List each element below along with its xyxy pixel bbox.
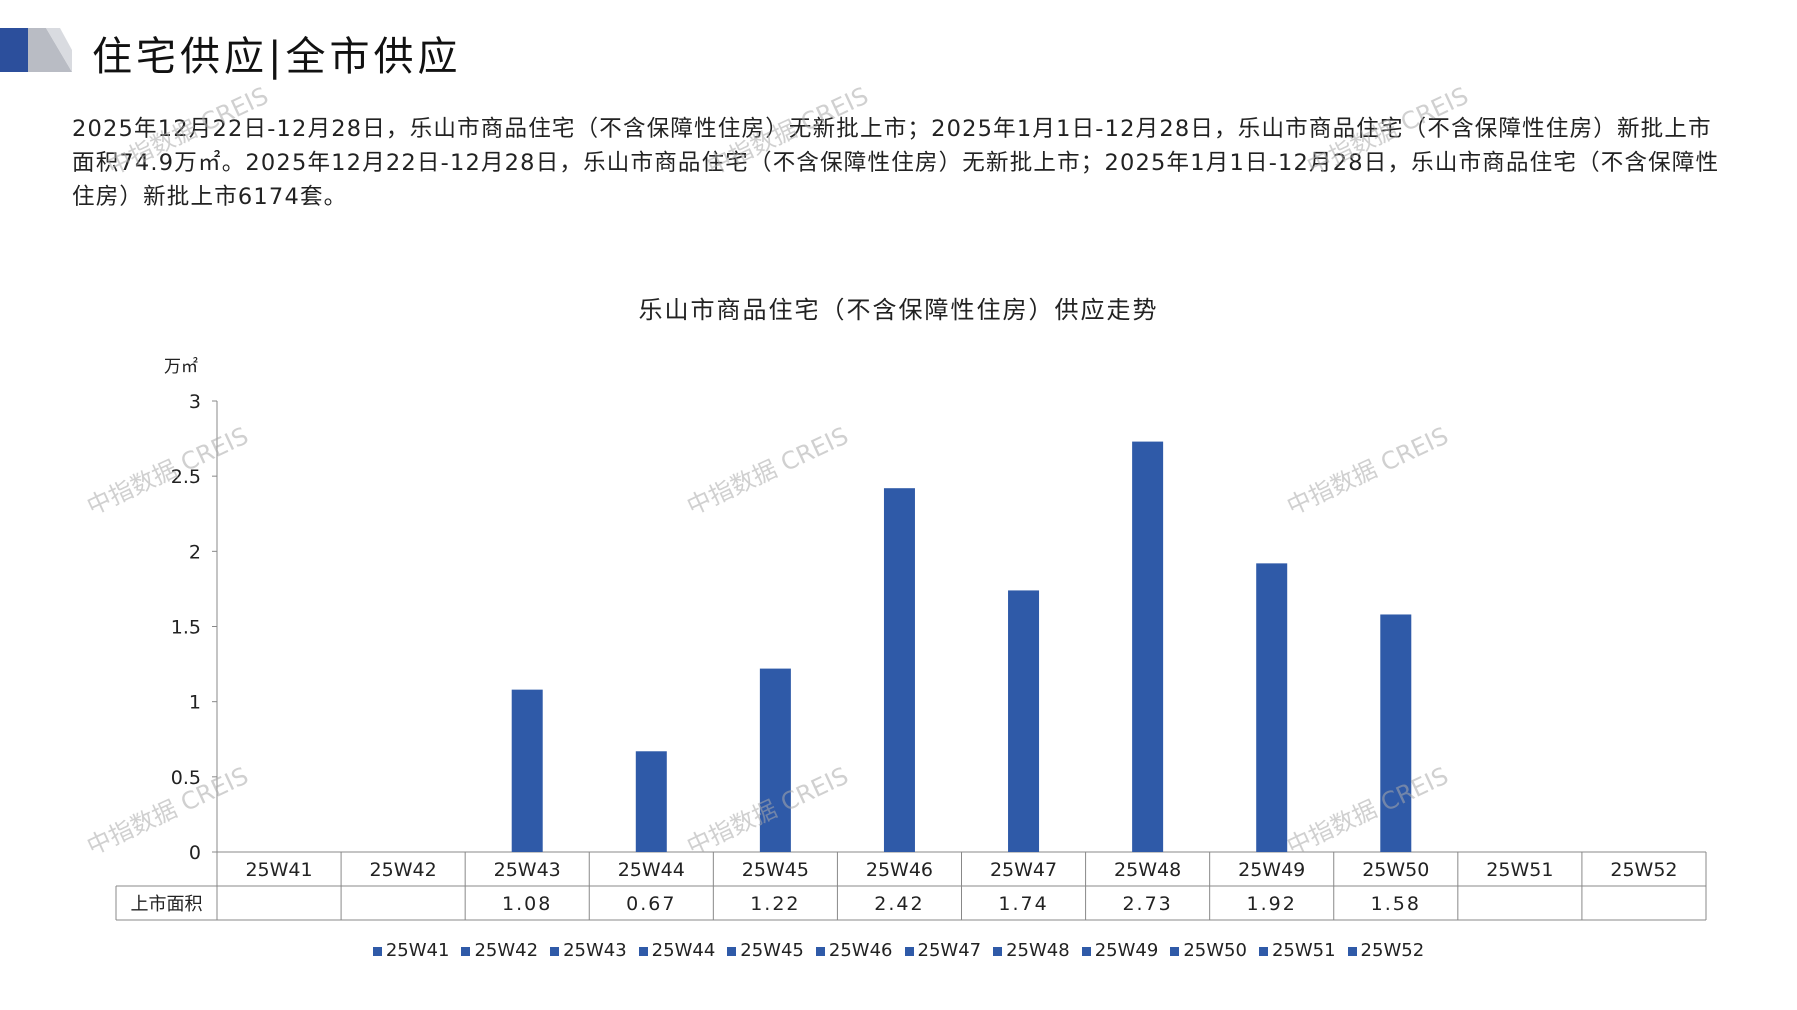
- bar: [635, 751, 667, 852]
- table-value: 2.73: [1122, 893, 1172, 915]
- x-category-label: 25W45: [742, 859, 809, 881]
- legend-swatch: [904, 946, 914, 956]
- bar: [759, 668, 791, 852]
- legend-item: 25W49: [1081, 940, 1159, 961]
- table-value: 1.92: [1247, 893, 1297, 915]
- x-category-label: 25W43: [494, 859, 561, 881]
- legend-item: 25W42: [461, 940, 538, 961]
- legend-item: 25W45: [727, 940, 804, 961]
- legend-label: 25W41: [385, 940, 450, 961]
- y-tick-label: 1.5: [171, 617, 201, 639]
- table-value: 2.42: [874, 893, 924, 915]
- legend-swatch: [1081, 946, 1091, 956]
- y-axis-unit: 万㎡: [164, 357, 198, 377]
- table-value: 1.58: [1371, 893, 1421, 915]
- bar: [1256, 563, 1288, 852]
- legend-item: 25W41: [372, 940, 450, 961]
- x-category-label: 25W48: [1114, 859, 1181, 881]
- legend-swatch: [372, 946, 382, 956]
- x-category-label: 25W44: [618, 859, 685, 881]
- legend-label: 25W52: [1360, 940, 1425, 961]
- legend-swatch: [1170, 946, 1180, 956]
- legend-item: 25W48: [993, 940, 1070, 961]
- x-category-label: 25W52: [1610, 859, 1677, 881]
- header-decoration-icon: [0, 28, 72, 72]
- page-title: 住宅供应|全市供应: [92, 34, 462, 80]
- legend-item: 25W47: [904, 940, 982, 961]
- x-category-label: 25W41: [245, 859, 312, 881]
- table-value: 1.22: [750, 893, 800, 915]
- table-value: 0.67: [626, 893, 676, 915]
- legend-item: 25W44: [638, 940, 716, 961]
- x-category-label: 25W47: [990, 859, 1057, 881]
- legend-label: 25W48: [1006, 940, 1070, 961]
- table-value: 1.08: [502, 893, 552, 915]
- y-tick-label: 3: [189, 391, 201, 413]
- bar: [1008, 590, 1040, 852]
- legend-label: 25W46: [828, 940, 893, 961]
- bar: [1132, 441, 1164, 852]
- bar: [883, 488, 915, 852]
- legend-swatch: [1258, 946, 1268, 956]
- legend-label: 25W49: [1094, 940, 1159, 961]
- legend-item: 25W50: [1170, 940, 1247, 961]
- legend-swatch: [550, 946, 560, 956]
- legend-label: 25W51: [1271, 940, 1336, 961]
- y-tick-label: 2.5: [171, 466, 201, 488]
- chart-legend: 25W41 25W42 25W43 25W44 25W45 25W46 25W47 25W48…: [0, 940, 1797, 961]
- summary-text: 2025年12月22日-12月28日，乐山市商品住宅（不含保障性住房）无新批上市…: [72, 116, 1720, 210]
- table-value: 1.74: [998, 893, 1048, 915]
- bar: [511, 689, 543, 852]
- legend-swatch: [727, 946, 737, 956]
- legend-item: 25W46: [815, 940, 893, 961]
- x-category-label: 25W51: [1486, 859, 1553, 881]
- bar: [1380, 614, 1412, 852]
- legend-label: 25W45: [740, 940, 804, 961]
- legend-swatch: [461, 946, 471, 956]
- x-category-label: 25W49: [1238, 859, 1305, 881]
- legend-item: 25W51: [1258, 940, 1336, 961]
- legend-item: 25W43: [550, 940, 627, 961]
- x-category-label: 25W42: [370, 859, 437, 881]
- legend-item: 25W52: [1347, 940, 1425, 961]
- legend-label: 25W50: [1183, 940, 1247, 961]
- chart-title: 乐山市商品住宅（不含保障性住房）供应走势: [638, 296, 1159, 324]
- legend-swatch: [1347, 946, 1357, 956]
- x-category-label: 25W50: [1362, 859, 1429, 881]
- legend-label: 25W44: [651, 940, 716, 961]
- legend-swatch: [815, 946, 825, 956]
- legend-swatch: [993, 946, 1003, 956]
- y-tick-label: 0.5: [171, 767, 201, 789]
- legend-label: 25W43: [563, 940, 627, 961]
- legend-swatch: [638, 946, 648, 956]
- y-tick-label: 0: [189, 842, 201, 864]
- legend-label: 25W47: [917, 940, 982, 961]
- header: 住宅供应|全市供应: [0, 20, 600, 80]
- table-row-label: 上市面积: [131, 894, 203, 915]
- legend-label: 25W42: [474, 940, 539, 961]
- y-tick-label: 2: [189, 541, 201, 563]
- x-category-label: 25W46: [866, 859, 933, 881]
- y-tick-label: 1: [189, 692, 201, 714]
